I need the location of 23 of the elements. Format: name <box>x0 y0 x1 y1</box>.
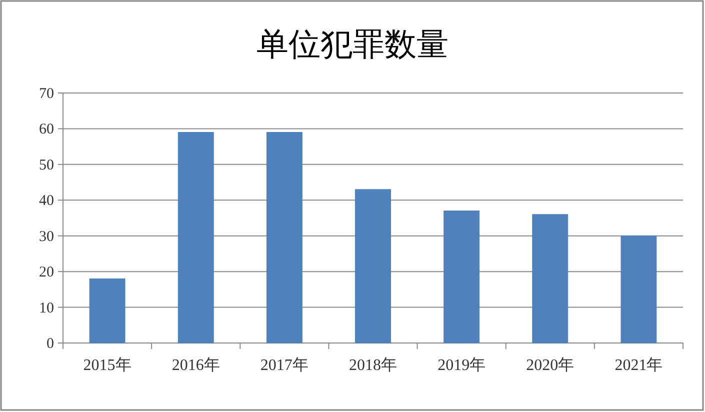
bar <box>620 236 657 344</box>
y-tick-label: 30 <box>39 228 54 245</box>
bar <box>89 278 126 344</box>
x-tick-label: 2020年 <box>526 357 574 374</box>
x-tick-label: 2016年 <box>172 357 220 374</box>
x-tick-label: 2019年 <box>438 357 486 374</box>
y-tick-label: 50 <box>39 157 54 174</box>
y-tick-label: 70 <box>39 86 54 102</box>
bar <box>532 214 568 344</box>
y-tick-label: 60 <box>39 122 54 138</box>
y-tick-label: 40 <box>39 193 54 210</box>
y-tick-label: 10 <box>39 300 54 316</box>
x-tick-label: 2018年 <box>349 357 397 374</box>
x-tick-label: 2017年 <box>260 357 308 374</box>
bar <box>266 132 302 344</box>
bar <box>444 210 480 344</box>
bar <box>355 189 391 344</box>
y-tick-label: 20 <box>39 264 54 281</box>
y-tick-label: 0 <box>46 336 54 352</box>
chart-title: 单位犯罪数量 <box>256 26 448 62</box>
bar <box>178 132 214 344</box>
x-tick-label: 2021年 <box>614 357 663 374</box>
x-tick-label: 2015年 <box>83 357 132 374</box>
